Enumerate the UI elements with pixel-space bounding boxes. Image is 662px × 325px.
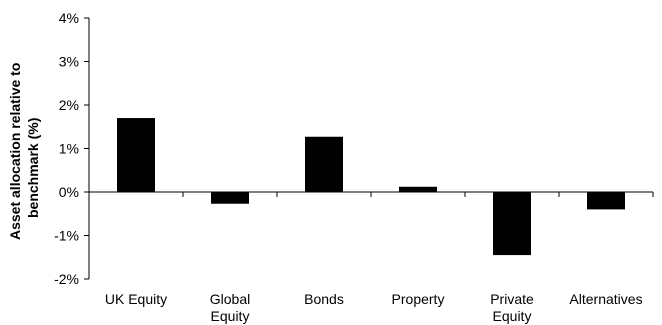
y-tick-label: 3% [59, 54, 79, 70]
bars [117, 118, 625, 256]
bar [493, 192, 531, 256]
y-tick-label: 2% [59, 97, 79, 113]
y-axis-label: Asset allocation relative to benchmark (… [7, 63, 41, 240]
y-axis-ticks: 4% 3% 2% 1% 0% -1% -2% [54, 10, 89, 287]
bar [399, 186, 437, 192]
y-tick-label: 1% [59, 141, 79, 157]
category-label: Bonds [304, 291, 344, 307]
category-label: Private [490, 291, 534, 307]
category-label: Alternatives [569, 291, 642, 307]
y-axis-label-line-1: Asset allocation relative to [7, 63, 23, 240]
y-tick-label: -2% [54, 271, 79, 287]
bar [305, 136, 343, 192]
y-tick-label: -1% [54, 228, 79, 244]
category-label: Property [392, 291, 445, 307]
category-label: Equity [493, 308, 532, 324]
y-axis-label-line-2: benchmark (%) [25, 118, 41, 218]
category-label: Global [210, 291, 250, 307]
axes [88, 18, 654, 279]
category-label: UK Equity [105, 291, 167, 307]
category-label: Equity [211, 308, 250, 324]
bar [117, 118, 155, 192]
bar [587, 192, 625, 210]
bar [211, 192, 249, 204]
y-tick-label: 0% [59, 184, 79, 200]
y-tick-label: 4% [59, 10, 79, 26]
